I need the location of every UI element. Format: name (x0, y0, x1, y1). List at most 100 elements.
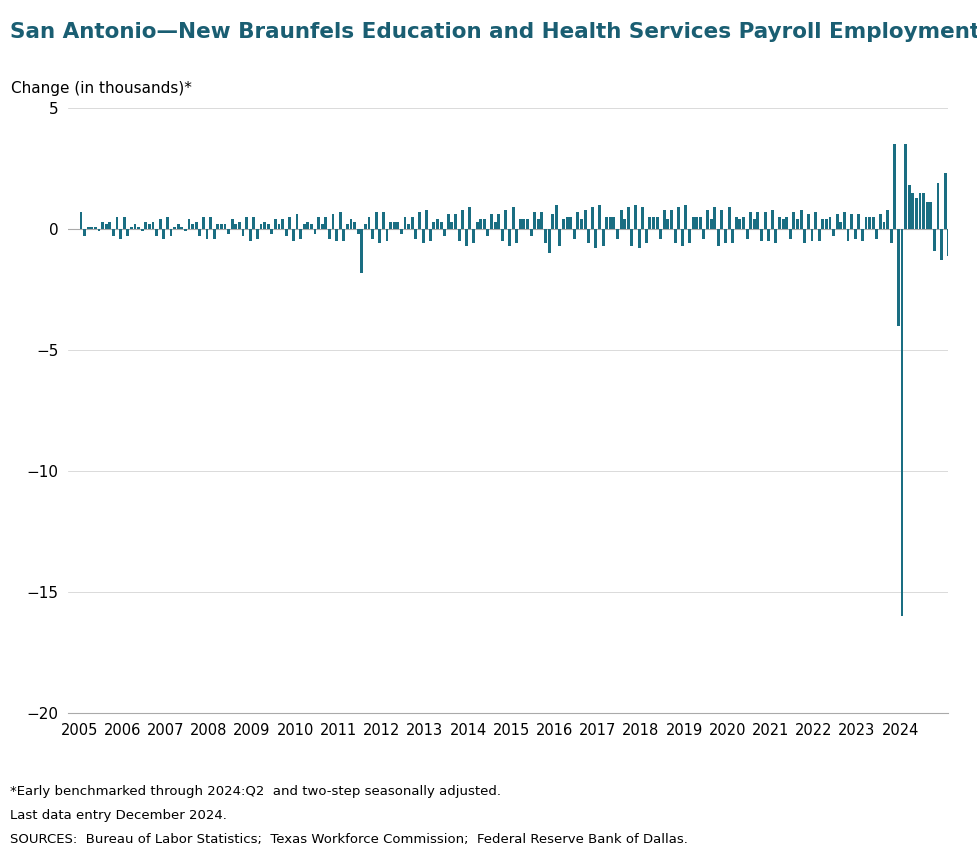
Bar (188, 219, 191, 229)
Bar (288, 217, 291, 229)
Bar (944, 174, 947, 229)
Bar (965, 193, 968, 229)
Bar (634, 205, 637, 229)
Bar (105, 224, 107, 229)
Bar (444, 229, 446, 236)
Bar (292, 229, 295, 241)
Bar (530, 229, 532, 236)
Bar (901, 229, 904, 616)
Bar (573, 229, 575, 238)
Text: Change (in thousands)*: Change (in thousands)* (12, 81, 192, 96)
Bar (871, 217, 874, 229)
Bar (580, 219, 583, 229)
Bar (656, 217, 658, 229)
Bar (515, 229, 518, 244)
Bar (559, 229, 562, 246)
Bar (890, 229, 893, 244)
Bar (375, 212, 378, 229)
Bar (314, 229, 317, 234)
Bar (760, 229, 763, 241)
Bar (767, 229, 770, 241)
Bar (350, 219, 353, 229)
Bar (771, 210, 774, 229)
Bar (598, 205, 601, 229)
Bar (277, 224, 280, 229)
Bar (670, 210, 673, 229)
Bar (303, 224, 306, 229)
Bar (745, 229, 748, 238)
Bar (170, 229, 173, 236)
Bar (807, 214, 810, 229)
Bar (378, 229, 381, 244)
Bar (512, 207, 515, 229)
Bar (271, 229, 274, 234)
Bar (526, 219, 529, 229)
Bar (933, 229, 936, 251)
Bar (267, 224, 270, 229)
Bar (681, 229, 684, 246)
Bar (940, 229, 943, 260)
Bar (134, 224, 137, 229)
Bar (724, 229, 727, 244)
Bar (749, 212, 752, 229)
Bar (912, 193, 914, 229)
Bar (533, 212, 536, 229)
Bar (814, 212, 817, 229)
Bar (811, 229, 814, 241)
Bar (238, 222, 241, 229)
Bar (897, 229, 900, 326)
Bar (674, 229, 676, 244)
Bar (786, 217, 788, 229)
Bar (198, 229, 201, 236)
Bar (645, 229, 648, 244)
Bar (299, 229, 302, 238)
Bar (652, 217, 655, 229)
Text: SOURCES:  Bureau of Labor Statistics;  Texas Workforce Commission;  Federal Rese: SOURCES: Bureau of Labor Statistics; Tex… (10, 833, 688, 846)
Bar (115, 217, 118, 229)
Bar (151, 222, 154, 229)
Bar (613, 217, 616, 229)
Bar (450, 222, 453, 229)
Bar (713, 207, 716, 229)
Bar (228, 229, 230, 234)
Bar (850, 214, 853, 229)
Bar (775, 229, 778, 244)
Bar (324, 217, 327, 229)
Bar (753, 219, 756, 229)
Bar (331, 214, 334, 229)
Bar (386, 229, 389, 241)
Bar (788, 229, 791, 238)
Bar (562, 219, 565, 229)
Bar (764, 212, 767, 229)
Bar (602, 229, 605, 246)
Bar (433, 222, 436, 229)
Bar (361, 229, 363, 272)
Bar (685, 205, 688, 229)
Bar (493, 222, 496, 229)
Bar (490, 214, 493, 229)
Bar (94, 226, 97, 229)
Bar (627, 207, 630, 229)
Bar (594, 229, 597, 248)
Bar (566, 217, 569, 229)
Bar (367, 217, 370, 229)
Bar (839, 222, 842, 229)
Bar (551, 214, 554, 229)
Bar (472, 229, 475, 244)
Bar (393, 222, 396, 229)
Bar (782, 219, 785, 229)
Text: San Antonio—New Braunfels Education and Health Services Payroll Employment: San Antonio—New Braunfels Education and … (10, 22, 977, 41)
Bar (191, 224, 194, 229)
Bar (709, 219, 712, 229)
Bar (677, 207, 680, 229)
Bar (281, 219, 284, 229)
Bar (90, 226, 93, 229)
Bar (483, 219, 486, 229)
Bar (638, 229, 641, 248)
Bar (177, 224, 180, 229)
Bar (536, 219, 539, 229)
Bar (508, 229, 511, 246)
Bar (98, 229, 101, 232)
Bar (328, 229, 331, 238)
Bar (102, 222, 104, 229)
